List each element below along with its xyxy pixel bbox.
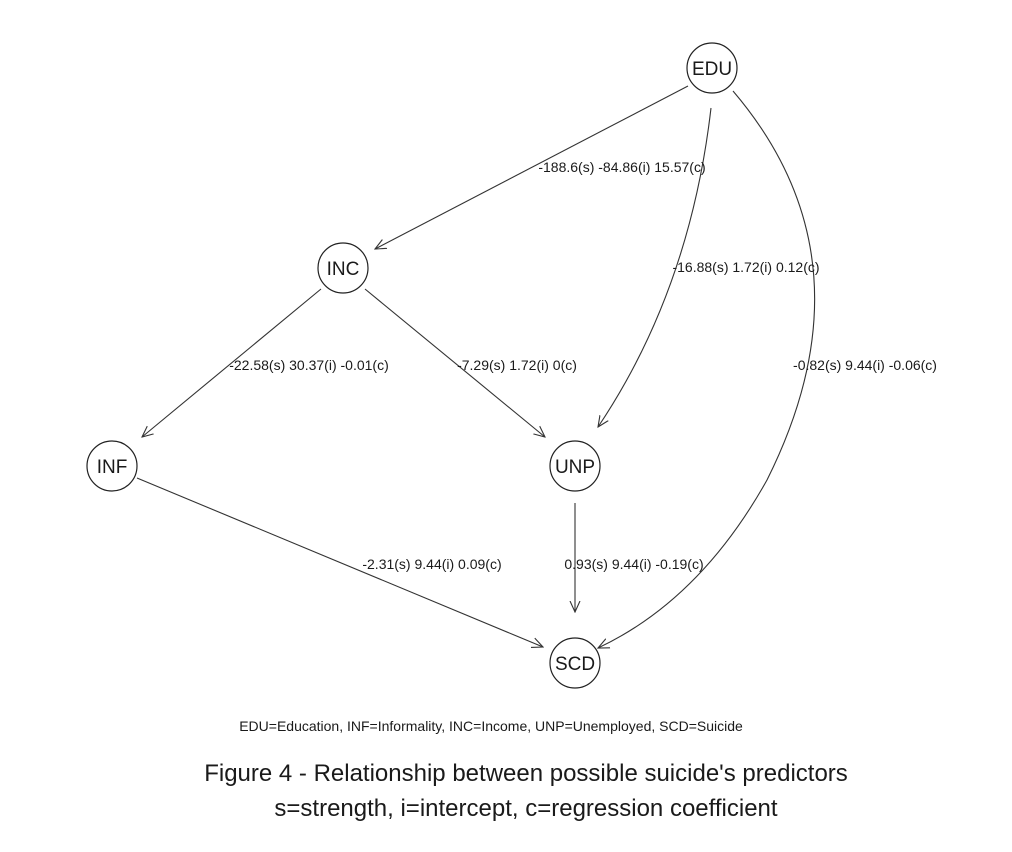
edge-inc-inf (142, 288, 322, 437)
node-label-inc: INC (327, 259, 360, 280)
node-inc: INC (317, 242, 369, 294)
edge-edu-scd (598, 90, 816, 648)
edge-label-inc-unp: -7.29(s) 1.72(i) 0(c) (457, 357, 577, 373)
edge-inf-scd (136, 477, 543, 647)
node-label-scd: SCD (555, 654, 595, 675)
node-label-inf: INF (97, 457, 128, 478)
edge-label-edu-inc: -188.6(s) -84.86(i) 15.57(c) (538, 159, 705, 175)
path-diagram: -188.6(s) -84.86(i) 15.57(c) -16.88(s) 1… (86, 42, 937, 689)
edge-label-unp-scd: 0.93(s) 9.44(i) -0.19(c) (564, 556, 703, 572)
node-unp: UNP (549, 440, 601, 492)
figure-caption-title: Figure 4 - Relationship between possible… (204, 760, 848, 787)
abbreviation-legend: EDU=Education, INF=Informality, INC=Inco… (239, 718, 743, 734)
node-label-edu: EDU (692, 59, 732, 80)
node-inf: INF (86, 440, 138, 492)
edge-label-inc-inf: -22.58(s) 30.37(i) -0.01(c) (229, 357, 389, 373)
edge-inc-unp (364, 288, 545, 437)
node-edu: EDU (686, 42, 738, 94)
edge-label-edu-scd: -0.82(s) 9.44(i) -0.06(c) (793, 357, 937, 373)
edge-label-edu-unp: -16.88(s) 1.72(i) 0.12(c) (672, 259, 819, 275)
edge-edu-inc (375, 85, 689, 249)
node-label-unp: UNP (555, 457, 595, 478)
node-scd: SCD (549, 637, 601, 689)
edge-label-inf-scd: -2.31(s) 9.44(i) 0.09(c) (362, 556, 501, 572)
edge-edu-unp (598, 107, 712, 427)
figure-caption-subtitle: s=strength, i=intercept, c=regression co… (274, 795, 778, 822)
